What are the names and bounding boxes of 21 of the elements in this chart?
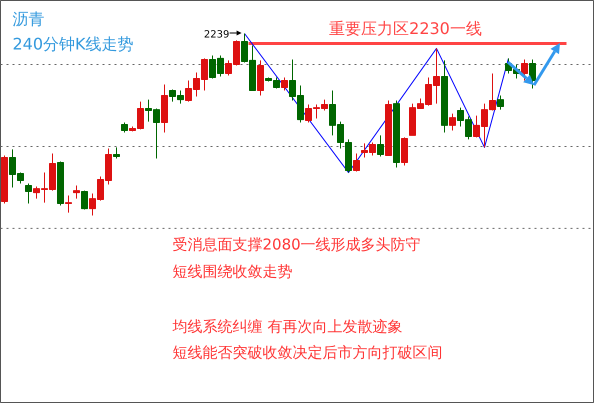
annotation: 2239: [204, 30, 230, 40]
candlestick: [73, 184, 80, 200]
candlestick: [81, 190, 88, 210]
text: 短线围绕收敛走势: [172, 262, 292, 280]
candlestick: [449, 113, 456, 132]
candlestick: [65, 194, 72, 214]
candlestick: [497, 95, 504, 110]
candlestick: [529, 59, 536, 89]
candlestick: [121, 122, 128, 134]
ref-line-label: 重要压力区2230一线: [329, 19, 482, 38]
chart-subtitle: 240分钟K线走势: [12, 34, 134, 54]
candlestick: [25, 182, 32, 204]
text: 短线能否突破收敛决定后市方向打破区间: [172, 344, 442, 362]
candlestick: [113, 146, 120, 160]
candlestick: [281, 77, 288, 91]
candlestick: [521, 59, 528, 81]
text: 受消息面支撑2080一线形成多头防守: [172, 236, 421, 254]
text: 均线系统纠缠 有再次向上发散迹象: [172, 318, 402, 336]
candlestick: [377, 134, 384, 158]
chart-title: 沥青: [12, 10, 44, 28]
candlestick: [353, 152, 360, 172]
